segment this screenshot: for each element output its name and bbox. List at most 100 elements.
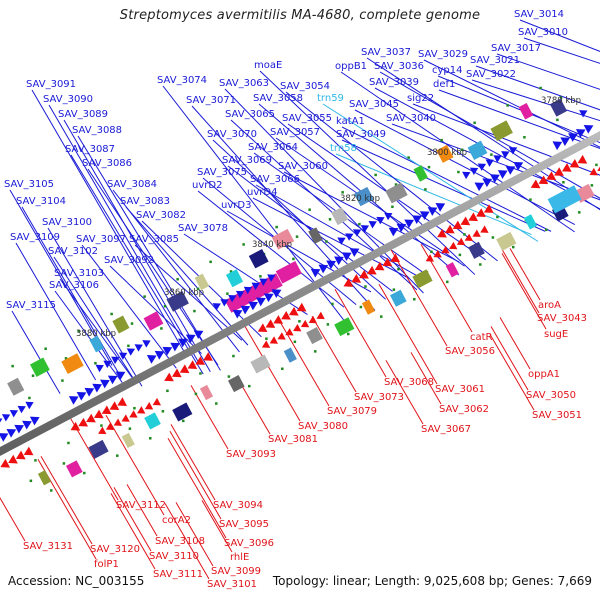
feature-box[interactable] xyxy=(121,432,135,449)
reverse-gene-arrow[interactable] xyxy=(187,360,198,369)
forward-gene-label[interactable]: SAV_3058 xyxy=(253,93,303,104)
reverse-gene-arrow[interactable] xyxy=(78,417,89,427)
forward-gene-label[interactable]: SAV_3109 xyxy=(10,232,60,243)
forward-gene-arrow[interactable] xyxy=(490,174,500,183)
reverse-gene-arrow[interactable] xyxy=(472,229,481,237)
forward-gene-arrow[interactable] xyxy=(267,274,276,282)
forward-gene-label[interactable]: SAV_3089 xyxy=(58,109,108,120)
reverse-gene-label[interactable]: SAV_3061 xyxy=(435,384,485,395)
reverse-gene-label[interactable]: SAV_3043 xyxy=(537,313,587,324)
reverse-gene-label[interactable]: SAV_3062 xyxy=(439,404,489,415)
reverse-gene-arrow[interactable] xyxy=(452,220,463,230)
forward-gene-label[interactable]: cyp14 xyxy=(432,65,463,76)
forward-gene-label[interactable]: SAV_3036 xyxy=(374,61,424,72)
reverse-gene-arrow[interactable] xyxy=(300,319,310,328)
reverse-gene-label[interactable]: SAV_3051 xyxy=(532,410,582,421)
reverse-gene-arrow[interactable] xyxy=(351,274,362,283)
forward-gene-label[interactable]: SAV_3082 xyxy=(136,210,186,221)
forward-gene-arrow[interactable] xyxy=(508,147,518,155)
forward-gene-arrow[interactable] xyxy=(482,178,493,188)
reverse-gene-arrow[interactable] xyxy=(308,315,317,324)
forward-gene-label[interactable]: SAV_3055 xyxy=(282,113,332,124)
forward-gene-arrow[interactable] xyxy=(568,133,578,142)
forward-gene-arrow[interactable] xyxy=(107,375,118,385)
reverse-gene-label[interactable]: SAV_3131 xyxy=(23,541,73,552)
reverse-gene-arrow[interactable] xyxy=(86,413,96,423)
forward-gene-arrow[interactable] xyxy=(9,409,19,418)
forward-gene-label[interactable]: SAV_3021 xyxy=(470,55,520,66)
reverse-gene-label[interactable]: SAV_3094 xyxy=(213,500,263,511)
feature-box[interactable] xyxy=(7,377,25,396)
reverse-gene-arrow[interactable] xyxy=(93,409,104,419)
forward-gene-label[interactable]: SAV_3083 xyxy=(120,196,170,207)
reverse-gene-arrow[interactable] xyxy=(425,254,434,262)
reverse-gene-label[interactable]: SAV_3093 xyxy=(226,449,276,460)
forward-gene-arrow[interactable] xyxy=(235,290,245,299)
reverse-gene-arrow[interactable] xyxy=(538,175,549,185)
feature-box[interactable] xyxy=(523,214,538,230)
forward-gene-arrow[interactable] xyxy=(111,356,120,365)
reverse-gene-arrow[interactable] xyxy=(483,204,494,213)
forward-gene-label[interactable]: uvrD4 xyxy=(247,187,277,198)
forward-gene-label[interactable]: SAV_3063 xyxy=(219,78,269,89)
reverse-gene-arrow[interactable] xyxy=(129,410,138,418)
forward-gene-arrow[interactable] xyxy=(352,229,362,237)
reverse-gene-label[interactable]: SAV_3112 xyxy=(116,500,166,511)
forward-gene-arrow[interactable] xyxy=(263,293,274,303)
forward-gene-label[interactable]: SAV_3097 xyxy=(76,234,126,245)
forward-gene-arrow[interactable] xyxy=(14,424,25,434)
forward-gene-label[interactable]: SAV_3070 xyxy=(207,129,257,140)
forward-gene-arrow[interactable] xyxy=(170,342,181,352)
feature-box[interactable] xyxy=(194,273,210,291)
forward-gene-arrow[interactable] xyxy=(6,428,17,438)
forward-gene-label[interactable]: SAV_3091 xyxy=(26,79,76,90)
forward-gene-label[interactable]: SAV_3115 xyxy=(6,300,56,311)
forward-gene-label[interactable]: SAV_3037 xyxy=(361,47,411,58)
forward-gene-arrow[interactable] xyxy=(579,110,588,118)
forward-gene-label[interactable]: SAV_3014 xyxy=(514,9,564,20)
reverse-gene-arrow[interactable] xyxy=(444,224,455,234)
feature-box[interactable] xyxy=(306,327,323,345)
reverse-gene-arrow[interactable] xyxy=(288,306,299,316)
forward-gene-label[interactable]: SAV_3039 xyxy=(369,77,419,88)
forward-gene-arrow[interactable] xyxy=(76,392,87,401)
forward-gene-label[interactable]: SAV_3100 xyxy=(42,217,92,228)
reverse-gene-arrow[interactable] xyxy=(70,421,81,431)
forward-gene-label[interactable]: moaE xyxy=(254,60,282,71)
feature-box[interactable] xyxy=(445,262,459,278)
forward-gene-arrow[interactable] xyxy=(477,163,487,171)
reverse-gene-arrow[interactable] xyxy=(164,372,174,382)
forward-gene-arrow[interactable] xyxy=(334,256,344,266)
reverse-gene-label[interactable]: SAV_3108 xyxy=(155,536,205,547)
forward-gene-arrow[interactable] xyxy=(552,141,563,151)
forward-gene-arrow[interactable] xyxy=(501,151,510,159)
forward-gene-label[interactable]: SAV_3071 xyxy=(186,95,236,106)
feature-box[interactable] xyxy=(30,357,50,377)
forward-gene-label[interactable]: SAV_3060 xyxy=(278,161,328,172)
forward-gene-arrow[interactable] xyxy=(388,227,399,237)
reverse-gene-arrow[interactable] xyxy=(179,364,190,374)
forward-gene-label[interactable]: SAV_3106 xyxy=(49,280,99,291)
reverse-gene-arrow[interactable] xyxy=(464,233,473,242)
forward-gene-label[interactable]: SAV_3090 xyxy=(43,94,93,105)
reverse-gene-arrow[interactable] xyxy=(117,397,128,406)
feature-box[interactable] xyxy=(89,335,104,353)
forward-gene-label[interactable]: SAV_3075 xyxy=(197,167,247,178)
forward-gene-arrow[interactable] xyxy=(92,383,103,393)
forward-gene-label[interactable]: SAV_3084 xyxy=(107,179,157,190)
reverse-gene-arrow[interactable] xyxy=(121,414,130,422)
forward-gene-arrow[interactable] xyxy=(228,294,237,303)
forward-gene-label[interactable]: trn58 xyxy=(330,143,357,154)
reverse-gene-arrow[interactable] xyxy=(203,352,213,361)
reverse-gene-arrow[interactable] xyxy=(98,426,107,435)
feature-box[interactable] xyxy=(248,249,269,269)
reverse-gene-arrow[interactable] xyxy=(101,405,112,415)
reverse-gene-label[interactable]: oppA1 xyxy=(528,369,560,380)
reverse-gene-arrow[interactable] xyxy=(0,458,11,468)
forward-gene-label[interactable]: SAV_3022 xyxy=(466,69,516,80)
forward-gene-arrow[interactable] xyxy=(118,352,128,360)
forward-gene-arrow[interactable] xyxy=(243,286,253,295)
forward-gene-arrow[interactable] xyxy=(0,418,3,425)
feature-box[interactable] xyxy=(143,311,164,331)
reverse-gene-label[interactable]: SAV_3081 xyxy=(268,434,318,445)
